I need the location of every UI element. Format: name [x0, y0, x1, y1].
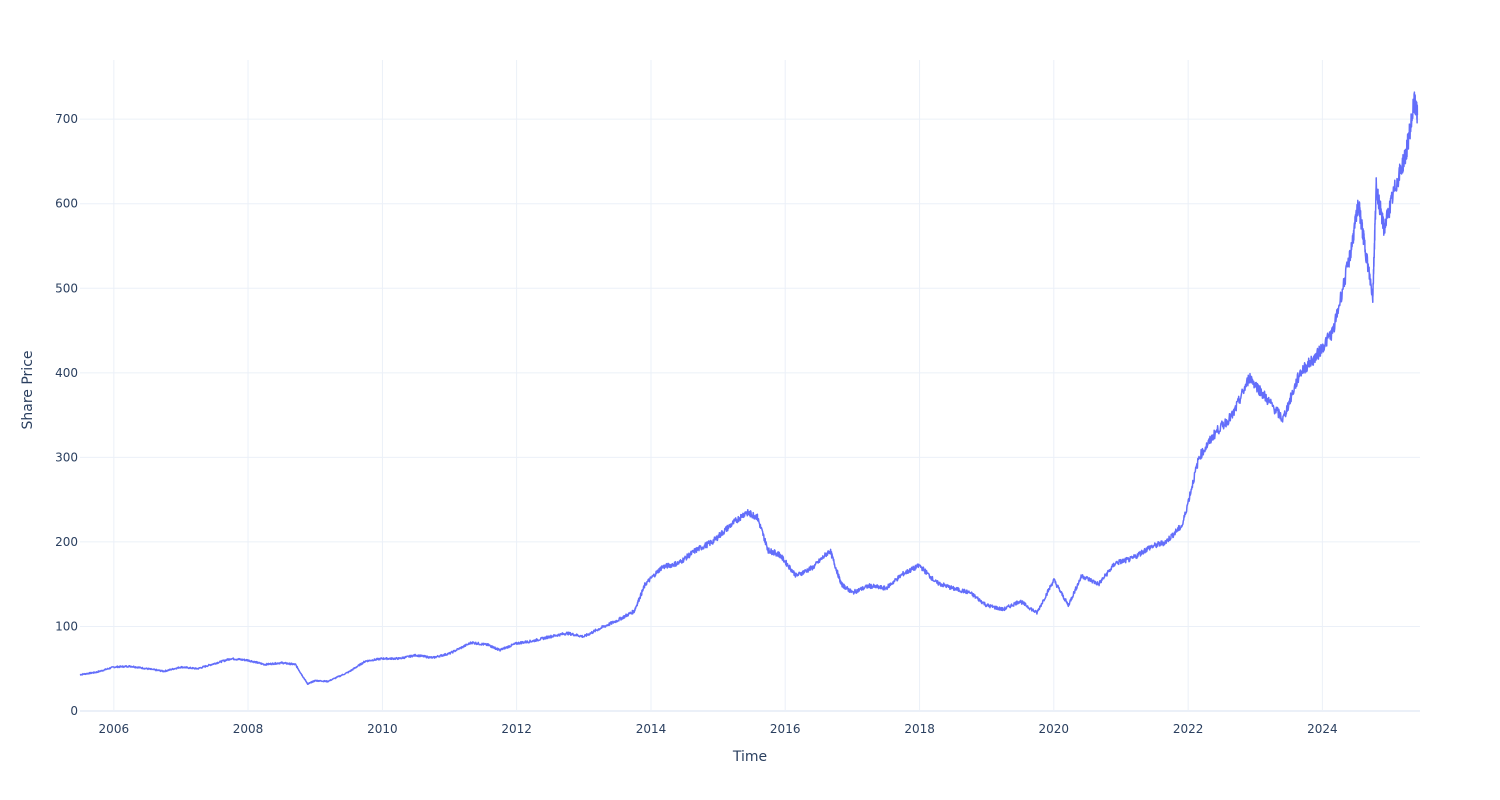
x-tick-label: 2018	[904, 722, 935, 736]
y-tick-label: 100	[55, 619, 78, 633]
y-tick-label: 600	[55, 197, 78, 211]
plot-area	[79, 91, 1419, 685]
x-tick-label: 2012	[501, 722, 532, 736]
y-tick-label: 700	[55, 112, 78, 126]
x-tick-label: 2020	[1039, 722, 1070, 736]
x-axis-title: Time	[732, 749, 767, 765]
share-price-line	[79, 91, 1419, 685]
x-tick-label: 2024	[1307, 722, 1338, 736]
y-axis-title: Share Price	[20, 350, 36, 429]
y-tick-label: 0	[70, 704, 78, 718]
y-tick-label: 300	[55, 450, 78, 464]
x-tick-label: 2022	[1173, 722, 1204, 736]
x-tick-labels: 2006 2008 2010 2012 2014 2016 2018 2020 2022 2024	[99, 722, 1338, 736]
y-gridlines	[80, 118, 1420, 712]
y-tick-label: 500	[55, 281, 78, 295]
x-tick-label: 2016	[770, 722, 801, 736]
y-tick-label: 400	[55, 366, 78, 380]
y-tick-labels: 0 100 200 300 400 500 600 700	[55, 112, 78, 718]
y-tick-label: 200	[55, 535, 78, 549]
x-gridlines	[113, 60, 1323, 711]
x-tick-label: 2008	[233, 722, 264, 736]
x-tick-label: 2010	[367, 722, 398, 736]
x-tick-label: 2006	[99, 722, 130, 736]
x-tick-label: 2014	[636, 722, 667, 736]
